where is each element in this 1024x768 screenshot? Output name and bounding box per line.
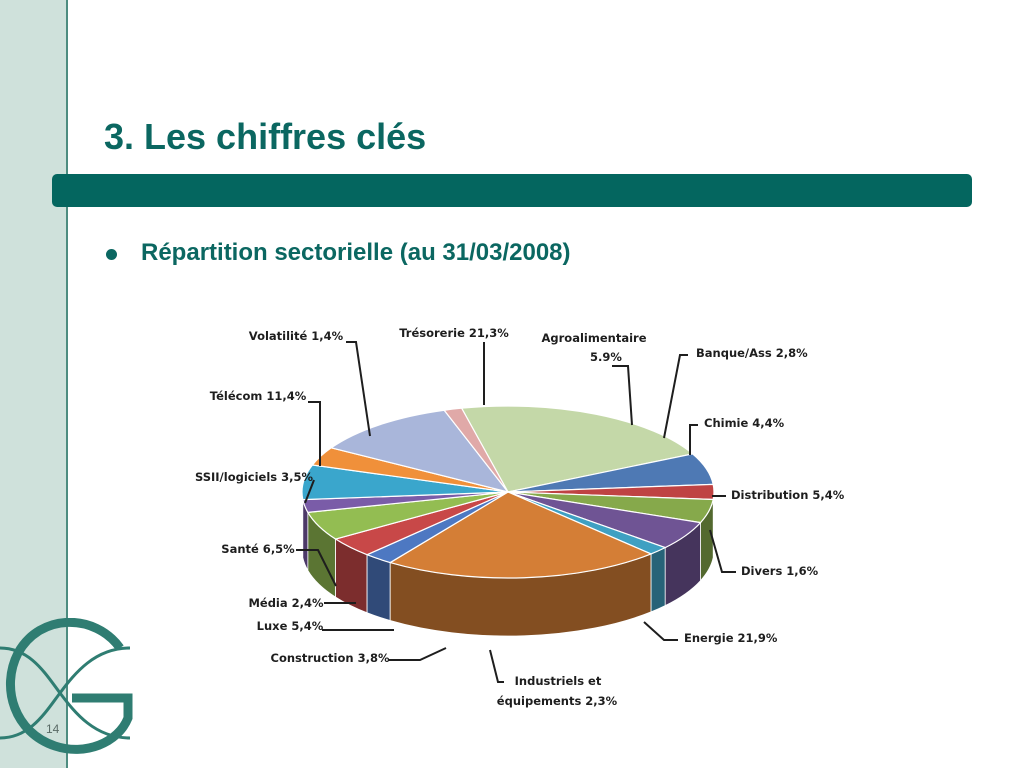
slice-label-construction-3-8: Construction 3,8%: [271, 651, 390, 665]
slice-label-ssii-logiciels-3-5: SSII/logiciels 3,5%: [195, 470, 314, 484]
slide-subtitle: Répartition sectorielle (au 31/03/2008): [141, 239, 571, 266]
leader-line-banque-ass-2-8: [663, 354, 688, 439]
leader-line-divers-1-6: [709, 529, 736, 573]
slice-label-agroalimentaire-5-9: Agroalimentaire 5.9%: [542, 331, 647, 364]
pie-slice-volatilite-1-4: [443, 407, 509, 493]
slice-label-distribution-5-4: Distribution 5,4%: [731, 488, 845, 502]
leader-line-agroalimentaire-5-9: [612, 365, 633, 426]
leader-line-telecom-11-4: [308, 401, 321, 466]
slice-label-telecom-11-4: Télécom 11,4%: [210, 389, 307, 403]
company-logo: [0, 618, 133, 754]
slice-label-sante-6-5: Santé 6,5%: [221, 542, 295, 556]
slice-label-luxe-5-4: Luxe 5,4%: [257, 619, 324, 633]
pie-sides: [301, 491, 715, 637]
bullet-icon: [106, 249, 117, 260]
pie-side-divers-1-6: [650, 546, 666, 613]
slice-label-energie-21-9: Energie 21,9%: [684, 631, 778, 645]
leader-line-volatilite-1-4: [346, 341, 371, 437]
slice-label-volatilite-1-4: Volatilité 1,4%: [249, 329, 344, 343]
pie-slice-energie-21-9: [388, 491, 653, 579]
leader-line-ssii-logiciels-3-5: [304, 479, 315, 504]
slide-title: 3. Les chiffres clés: [104, 116, 427, 157]
slice-label-industriels-et-equipements-2-3: Industriels et équipements 2,3%: [497, 674, 618, 708]
slice-label-chimie-4-4: Chimie 4,4%: [704, 416, 785, 430]
page-number: 14: [46, 722, 60, 736]
pie-side-industriels-et-equipements-2-3: [366, 554, 391, 622]
slice-label-media-2-4: Média 2,4%: [248, 596, 324, 610]
slice-label-banque-ass-2-8: Banque/Ass 2,8%: [696, 346, 808, 360]
title-underline-bar: [52, 174, 972, 207]
slice-label-tresorerie-21-3: Trésorerie 21,3%: [399, 326, 509, 340]
pie-slice-tresorerie-21-3: [460, 405, 694, 493]
leader-line-chimie-4-4: [689, 424, 698, 455]
slice-label-divers-1-6: Divers 1,6%: [741, 564, 819, 578]
pie-labels: Trésorerie 21,3% Agroalimentaire 5.9% Banqu…: [195, 326, 845, 708]
leader-line-sante-6-5: [296, 549, 337, 587]
pie-leaders: [296, 341, 736, 683]
pie-slice-telecom-11-4: [329, 409, 510, 494]
leader-line-industriels-et-equipements-2-3: [489, 649, 504, 683]
pie-tops: [301, 405, 715, 579]
strip-divider-line: [66, 0, 68, 768]
leader-line-construction-3-8: [388, 647, 447, 661]
leader-line-energie-21-9: [643, 621, 678, 641]
